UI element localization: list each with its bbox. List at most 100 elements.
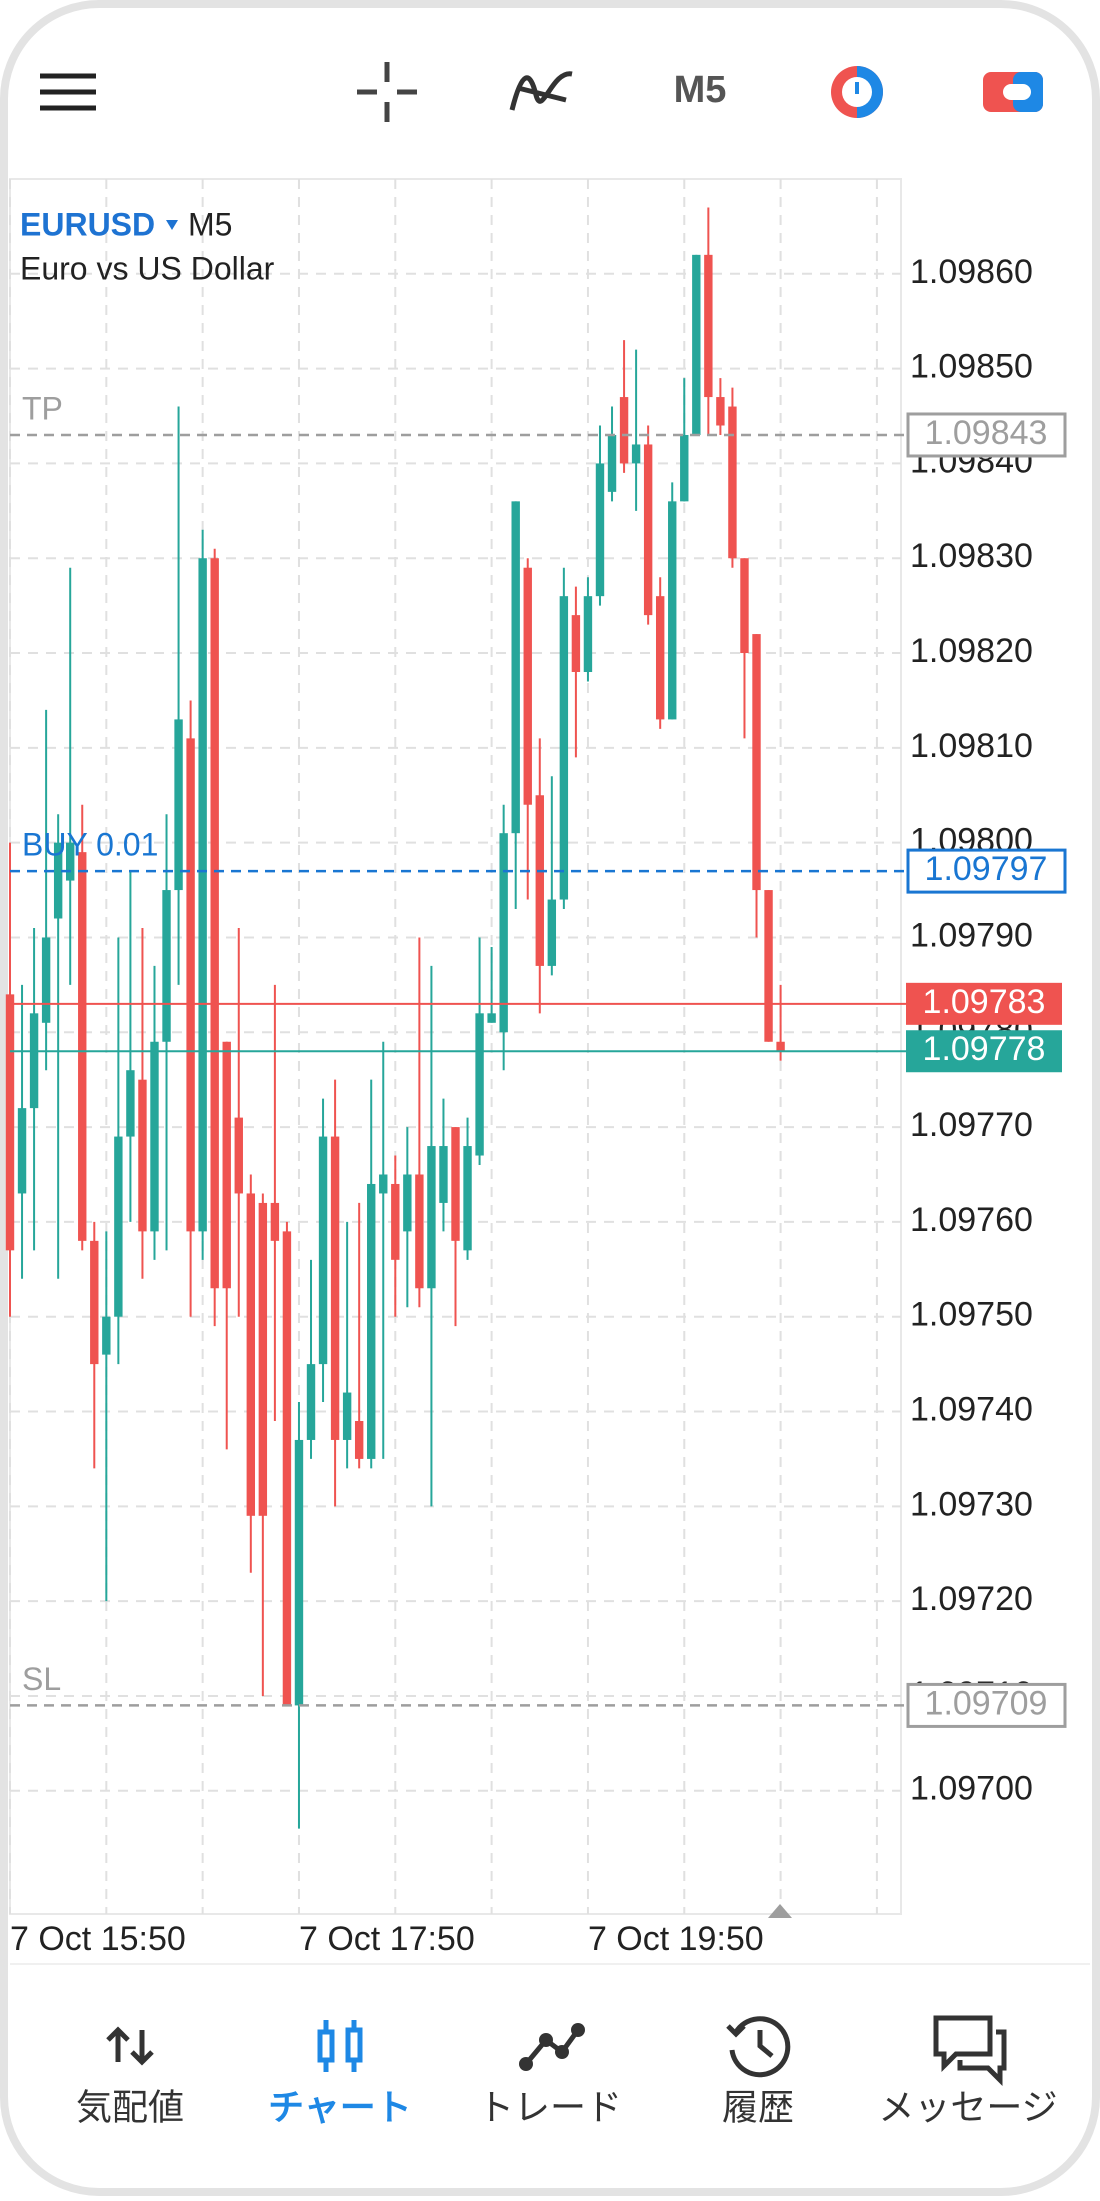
y-tick-label: 1.09740 [910,1390,1033,1428]
candle-body [463,1146,472,1251]
y-tick-label: 1.09810 [910,727,1033,765]
candle-body [668,501,677,720]
candle-body [487,1013,496,1023]
candle-body [728,406,737,559]
candle-body [29,1013,39,1109]
candle-body [439,1146,448,1203]
x-tick-label: 7 Oct 17:50 [299,1920,475,1958]
candle-body [198,558,207,1232]
candle-body [391,1183,400,1260]
level-name[interactable]: TP [22,390,63,426]
candle-body [451,1127,460,1241]
candle-body [692,254,701,435]
candle-body [342,1392,352,1440]
level-price: 1.09709 [925,1684,1048,1722]
nav-label[interactable]: メッセージ [878,2087,1057,2128]
candle-body [41,937,51,1023]
y-tick-label: 1.09790 [910,916,1033,954]
candle-body [379,1174,388,1194]
candle-body [595,463,605,597]
account-button[interactable] [983,72,1043,112]
symbol-description: Euro vs US Dollar [20,250,275,286]
candle-body [475,1013,484,1156]
nav-label[interactable]: 気配値 [76,2087,184,2128]
nav-icon-trade[interactable] [519,2023,585,2071]
candle-body [716,397,725,426]
indicators-button[interactable] [509,71,573,111]
candle-body [499,833,508,1033]
candle-body [535,795,544,966]
candle-body [306,1364,316,1440]
symbol-dropdown[interactable] [166,220,178,230]
level-price-box [906,412,1067,458]
candle-body [619,397,629,464]
candle-body [330,1136,340,1440]
candle-body [367,1183,376,1459]
candle-body [78,852,87,1241]
candle-body [655,596,665,720]
candle-body [607,434,617,492]
candle-body [776,1041,785,1052]
candle-body [186,738,195,1232]
candle-body [162,890,171,1042]
candle-body [318,1136,328,1365]
level-price-box [906,848,1067,894]
bottom-nav: 気配値 チャート トレード 履歴 メッセージ [76,2087,1058,2128]
timeframe-button[interactable]: M5 [674,69,727,111]
candle-body [174,719,183,891]
level-price-box [906,1682,1067,1728]
y-tick-label: 1.09860 [910,253,1033,291]
nav-label[interactable]: トレード [478,2087,622,2128]
candle-body [764,890,773,1042]
candle-body [282,1231,292,1706]
nav-icon-quotes[interactable] [106,2026,154,2066]
trade-button[interactable] [831,66,883,118]
level-name[interactable]: BUY 0.01 [22,827,158,863]
nav-label[interactable]: 履歴 [722,2087,794,2128]
nav-label[interactable]: チャート [268,2087,412,2128]
candle-body [210,558,219,1289]
candle-body [511,501,520,834]
chart-shift-marker[interactable] [768,1904,792,1918]
y-tick-label: 1.09820 [910,632,1033,670]
candle-body [571,615,581,673]
y-tick-label: 1.09750 [910,1296,1033,1334]
nav-icon-chart[interactable] [317,2020,363,2072]
candle-body [17,1108,27,1194]
level-price: 1.09843 [925,414,1048,452]
candle-body [102,1316,111,1355]
candle-body [752,634,761,891]
candle-body [294,1439,304,1706]
nav-icon-history[interactable] [726,2016,791,2078]
crosshair-button[interactable] [357,62,417,122]
candle-body [354,1420,364,1459]
y-tick-label: 1.09700 [910,1770,1033,1808]
candle-body [222,1041,231,1289]
candle-body [150,1041,159,1232]
candle-body [403,1174,412,1232]
candle-body [126,1070,135,1137]
candle-body [583,596,593,673]
y-tick-label: 1.09830 [910,537,1033,575]
candle-body [631,444,641,464]
symbol[interactable]: EURUSD [20,206,155,242]
candle-body [415,1174,424,1289]
candle-body [66,842,75,881]
candle-body [114,1136,123,1317]
candle-body [270,1202,280,1241]
candle-body [90,1240,99,1365]
level-price: 1.09797 [925,850,1048,888]
level-name[interactable]: SL [22,1661,61,1697]
candle-body [740,558,749,654]
candle-body [53,842,63,919]
candle-body [643,444,653,616]
y-tick-label: 1.09770 [910,1106,1033,1144]
x-tick-label: 7 Oct 19:50 [588,1920,764,1958]
nav-icon-messages[interactable] [933,2015,1007,2087]
x-tick-label: 7 Oct 15:50 [10,1920,186,1958]
candle-body [258,1202,268,1516]
y-tick-label: 1.09730 [910,1485,1033,1523]
candle-body [138,1079,147,1232]
menu-button[interactable] [40,73,96,111]
